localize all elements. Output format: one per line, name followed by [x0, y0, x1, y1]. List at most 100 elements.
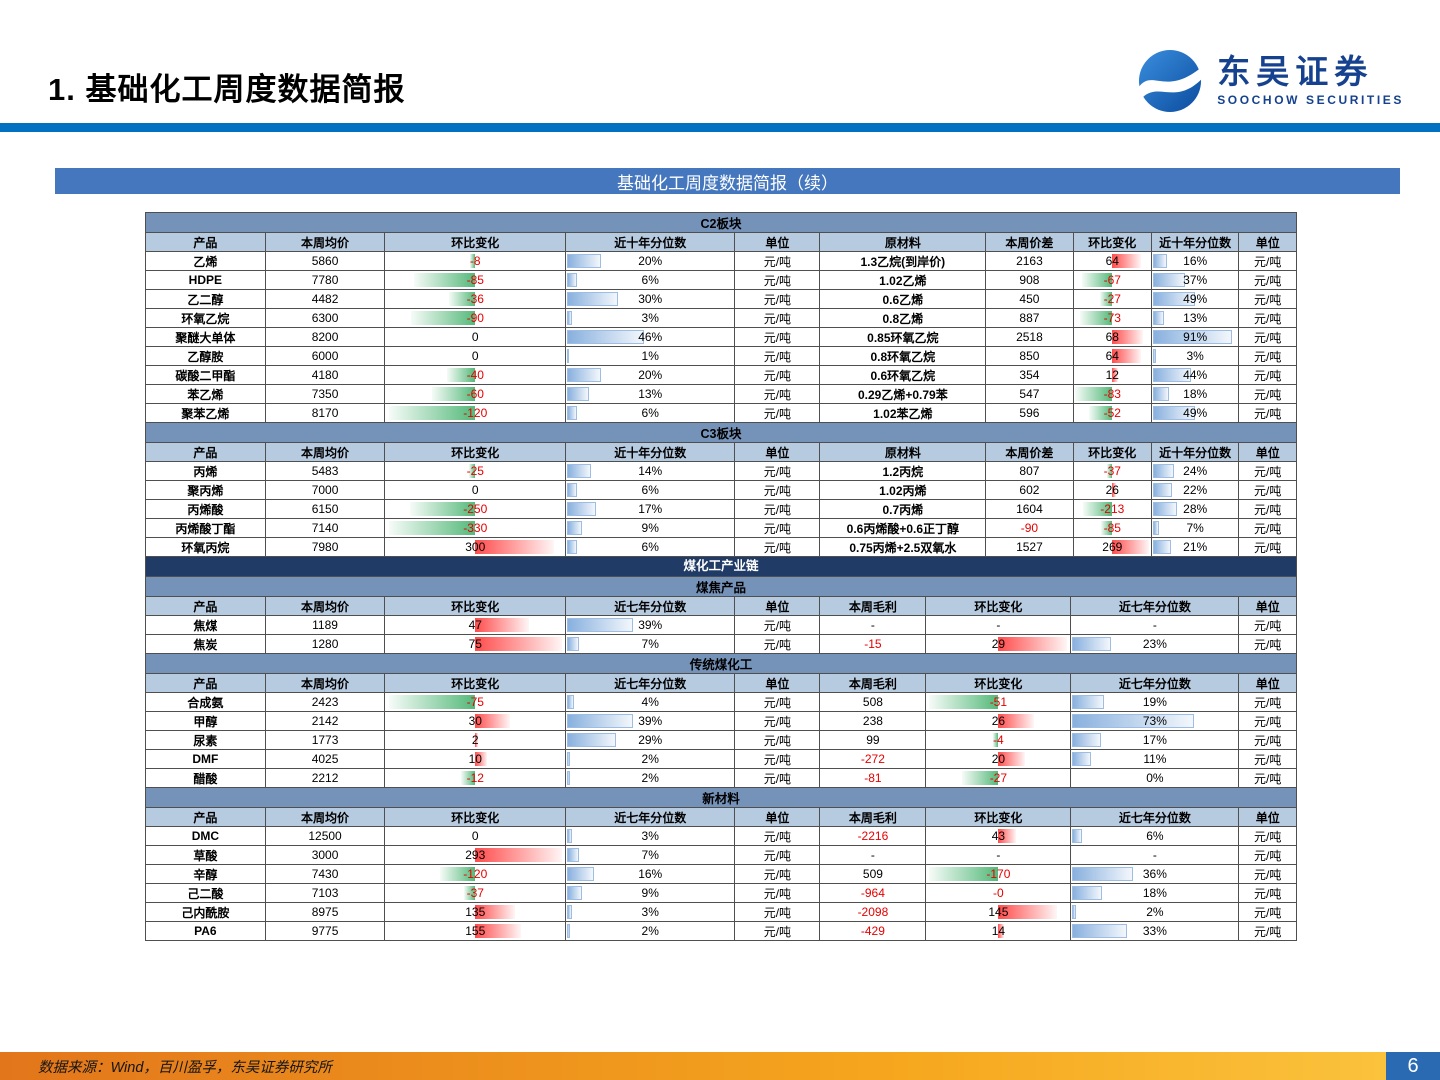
column-header: 原材料: [819, 442, 987, 462]
unit-cell: 元/吨: [734, 518, 821, 538]
avg-price-cell: 7000: [264, 480, 386, 500]
percentile-bar: [567, 292, 618, 306]
percentile-bar: [1072, 924, 1128, 938]
percentile-bar: [567, 829, 573, 843]
percentile-bar: [567, 273, 578, 287]
wow-change-cell: 0: [384, 480, 567, 500]
percentile-cell: 46%: [565, 327, 736, 347]
gross-profit-cell: -: [819, 845, 927, 865]
product-cell: 丙烯: [145, 461, 266, 481]
wow-change-cell: 68: [1072, 327, 1152, 347]
percentile-cell: 33%: [1070, 921, 1240, 941]
gross-profit-cell: 238: [819, 711, 927, 731]
unit-cell: 元/吨: [1238, 730, 1297, 750]
column-header: 产品: [145, 673, 266, 693]
raw-material-cell: 0.8环氧乙烷: [819, 346, 987, 366]
unit-cell: 元/吨: [734, 289, 821, 309]
product-cell: 焦炭: [145, 634, 266, 654]
percentile-bar: [567, 714, 633, 728]
percentile-cell: -: [1070, 845, 1240, 865]
positive-change-bar: [475, 752, 487, 766]
unit-cell: 元/吨: [734, 270, 821, 290]
percentile-bar: [1072, 637, 1111, 651]
positive-change-bar: [475, 733, 478, 747]
product-cell: 辛醇: [145, 864, 266, 884]
table-row: 苯乙烯 7350 -60 13% 元/吨 0.29乙烯+0.79苯 547 -83 18% 元/吨: [145, 384, 1297, 404]
column-header: 近十年分位数: [1150, 232, 1240, 252]
gross-profit-cell: -2216: [819, 826, 927, 846]
unit-cell: 元/吨: [1238, 518, 1297, 538]
product-cell: 乙醇胺: [145, 346, 266, 366]
avg-price-cell: 7780: [264, 270, 386, 290]
wow-change-cell: -40: [384, 365, 567, 385]
unit-cell: 元/吨: [734, 883, 821, 903]
percentile-cell: 37%: [1150, 270, 1240, 290]
table-row: 丙烯酸丁酯 7140 -330 9% 元/吨 0.6丙烯酸+0.6正丁醇 -90 -85 7% 元…: [145, 518, 1297, 538]
positive-change-bar: [998, 752, 1026, 766]
column-header-row: 产品 本周均价 环比变化 近七年分位数 单位 本周毛利 环比变化 近七年分位数 单位: [145, 596, 1297, 616]
table-row: 甲醇 2142 30 39% 元/吨 238 26 73% 元/吨: [145, 711, 1297, 731]
percentile-bar: [1072, 867, 1133, 881]
percentile-cell: 7%: [1150, 518, 1240, 538]
wow-change-cell: -83: [1072, 384, 1152, 404]
table-row: PA6 9775 155 2% 元/吨 -429 14 33% 元/吨: [145, 921, 1297, 941]
gross-profit-cell: -2098: [819, 902, 927, 922]
gross-profit-cell: -272: [819, 749, 927, 769]
avg-price-cell: 6300: [264, 308, 386, 328]
column-header: 单位: [734, 807, 821, 827]
percentile-cell: 2%: [565, 921, 736, 941]
percentile-cell: -: [1070, 615, 1240, 635]
page-number: 6: [1386, 1052, 1440, 1080]
percentile-bar: [1072, 905, 1076, 919]
section-title: C3板块: [145, 422, 1297, 443]
percentile-bar: [1152, 368, 1191, 382]
wow-change-cell: 269: [1072, 537, 1152, 557]
wow-change-cell: -120: [384, 403, 567, 423]
column-header: 近十年分位数: [1150, 442, 1240, 462]
unit-cell: 元/吨: [734, 768, 821, 788]
raw-material-cell: 1.2丙烷: [819, 461, 987, 481]
wow-change-cell: -25: [384, 461, 567, 481]
table-row: 焦煤 1189 47 39% 元/吨 - - - 元/吨: [145, 615, 1297, 635]
column-header: 产品: [145, 442, 266, 462]
positive-change-bar: [475, 540, 554, 554]
avg-price-cell: 8975: [264, 902, 386, 922]
price-spread-cell: 2518: [985, 327, 1074, 347]
unit-cell: 元/吨: [1238, 864, 1297, 884]
percentile-cell: 20%: [565, 365, 736, 385]
column-header: 环比变化: [925, 596, 1072, 616]
percentile-bar: [1152, 273, 1185, 287]
product-cell: 环氧丙烷: [145, 537, 266, 557]
positive-change-bar: [1112, 540, 1150, 554]
positive-change-bar: [998, 829, 1016, 843]
product-cell: 环氧乙烷: [145, 308, 266, 328]
wow-change-cell: -51: [925, 692, 1072, 712]
unit-cell: 元/吨: [1238, 634, 1297, 654]
unit-cell: 元/吨: [734, 864, 821, 884]
percentile-bar: [1152, 406, 1196, 420]
percentile-bar: [567, 330, 645, 344]
wow-change-cell: -60: [384, 384, 567, 404]
table-row: 乙二醇 4482 -36 30% 元/吨 0.6乙烯 450 -27 49% 元/吨: [145, 289, 1297, 309]
percentile-bar: [1152, 502, 1178, 516]
column-header-row: 产品 本周均价 环比变化 近七年分位数 单位 本周毛利 环比变化 近七年分位数 单位: [145, 807, 1297, 827]
product-cell: 聚苯乙烯: [145, 403, 266, 423]
wow-change-cell: 0: [384, 327, 567, 347]
column-header: 单位: [734, 596, 821, 616]
product-cell: 丙烯酸: [145, 499, 266, 519]
price-spread-cell: 1527: [985, 537, 1074, 557]
percentile-bar: [567, 521, 583, 535]
wow-change-cell: 47: [384, 615, 567, 635]
percentile-cell: 2%: [565, 749, 736, 769]
wow-change-cell: 300: [384, 537, 567, 557]
product-cell: 醋酸: [145, 768, 266, 788]
percentile-bar: [1072, 886, 1103, 900]
logo-en-text: SOOCHOW SECURITIES: [1217, 92, 1404, 107]
wow-change-cell: -85: [384, 270, 567, 290]
column-header: 本周均价: [264, 673, 386, 693]
percentile-cell: 22%: [1150, 480, 1240, 500]
positive-change-bar: [1112, 330, 1143, 344]
unit-cell: 元/吨: [1238, 384, 1297, 404]
negative-change-bar: [449, 292, 476, 306]
avg-price-cell: 4482: [264, 289, 386, 309]
